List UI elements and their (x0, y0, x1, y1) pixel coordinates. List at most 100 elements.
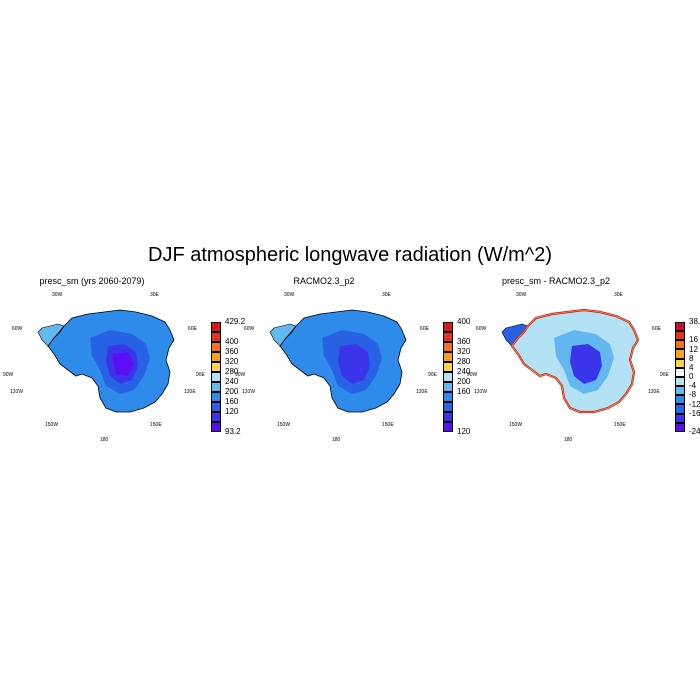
colorbar-swatch (211, 362, 221, 372)
lon-label-w90: 90W (3, 372, 14, 378)
colorbar-tick: -16 (689, 408, 700, 418)
colorbar-swatch (675, 404, 685, 414)
colorbar-tick: -4 (689, 381, 697, 391)
colorbar-tick: 8 (689, 353, 694, 363)
colorbar (675, 322, 685, 432)
lon-label-w60: 60W (476, 326, 487, 332)
lon-label-e90: 90E (196, 372, 205, 378)
colorbar-tick: 16 (689, 335, 698, 345)
lon-label-e120: 120E (648, 389, 660, 395)
colorbar-swatch (211, 342, 221, 352)
colorbar-swatch (443, 322, 453, 332)
colorbar-tick: 320 (457, 347, 471, 356)
lon-label-w150: 150W (509, 422, 523, 428)
colorbar (443, 322, 453, 432)
colorbar-tick: 280 (457, 357, 471, 366)
colorbar-tick: 429.2 (225, 317, 246, 326)
colorbar-swatch (675, 358, 685, 368)
plateau-region (570, 344, 602, 384)
colorbar-swatch (211, 352, 221, 362)
colorbar-swatch (675, 322, 685, 332)
colorbar (211, 322, 221, 432)
colorbar-swatch (443, 362, 453, 372)
lon-label-e30: 30E (614, 292, 623, 298)
lon-label-e60: 60E (652, 326, 661, 332)
colorbar-tick: -12 (689, 399, 700, 409)
colorbar-swatch (675, 331, 685, 341)
lon-label-w90: 90W (467, 372, 478, 378)
colorbar-swatch (211, 422, 221, 432)
colorbar-tick: 38.07 (689, 317, 700, 326)
lon-label-w90: 90W (235, 372, 246, 378)
colorbar-swatch (675, 413, 685, 423)
lon-label-e120: 120E (416, 389, 428, 395)
colorbar-swatch (443, 392, 453, 402)
lon-label-e30: 30E (150, 292, 159, 298)
lon-label-e60: 60E (420, 326, 429, 332)
colorbar-swatch (211, 372, 221, 382)
lon-label-w60: 60W (244, 326, 255, 332)
lon-label-w30: 30W (284, 292, 295, 298)
lon-label-w60: 60W (12, 326, 23, 332)
colorbar-tick: -8 (689, 390, 697, 400)
lon-label-e150: 150E (150, 422, 162, 428)
antarctica-map (37, 309, 175, 413)
panel-title: presc_sm - RACMO2.3_p2 (501, 276, 611, 286)
colorbar-swatch (443, 332, 453, 342)
colorbar-tick: 4 (689, 362, 694, 372)
colorbar-tick: 200 (457, 377, 471, 386)
colorbar-tick: 320 (225, 357, 239, 366)
colorbar-swatch (443, 342, 453, 352)
colorbar-tick: -24.19 (689, 427, 700, 436)
colorbar-swatch (675, 422, 685, 432)
lon-label-e150: 150E (614, 422, 626, 428)
colorbar-tick: 200 (225, 387, 239, 396)
lon-label-w120: 120W (474, 389, 488, 395)
colorbar-tick: 93.2 (225, 427, 241, 436)
panel-difference: presc_sm - RACMO2.3_p2 30W 30E 60W 60E 90W 90… (467, 276, 700, 466)
colorbar-tick: 360 (225, 347, 239, 356)
colorbar-swatch (443, 422, 453, 432)
panel-title: presc_sm (yrs 2060-2079) (39, 276, 145, 286)
lon-label-e30: 30E (382, 292, 391, 298)
lon-label-e120: 120E (184, 389, 196, 395)
colorbar-tick: 120 (225, 407, 239, 416)
colorbar-tick: 240 (225, 377, 239, 386)
colorbar-tick: 0 (689, 372, 694, 381)
colorbar-tick: 280 (225, 367, 239, 376)
colorbar-tick: 120 (457, 427, 471, 436)
lon-label-w30: 30W (516, 292, 527, 298)
colorbar-swatch (443, 372, 453, 382)
colorbar-swatch (675, 367, 685, 377)
figure-title: DJF atmospheric longwave radiation (W/m^… (148, 244, 552, 266)
plateau-region (338, 344, 370, 384)
lon-label-d180: 180 (332, 437, 341, 443)
colorbar-swatch (443, 412, 453, 422)
lon-label-w30: 30W (52, 292, 63, 298)
lon-label-e150: 150E (382, 422, 394, 428)
panel-title: RACMO2.3_p2 (293, 276, 355, 286)
colorbar-swatch (675, 376, 685, 387)
lon-label-e60: 60E (188, 326, 197, 332)
lon-label-e90: 90E (428, 372, 437, 378)
colorbar-tick: 240 (457, 367, 471, 376)
colorbar-swatch (211, 332, 221, 342)
colorbar-tick: 160 (457, 387, 471, 396)
colorbar-swatch (443, 352, 453, 362)
colorbar-swatch (211, 322, 221, 332)
colorbar-swatch (211, 412, 221, 422)
panel-presc-sm: presc_sm (yrs 2060-2079) 30W 30E 60W 60E 90W… (3, 276, 245, 466)
lon-label-e90: 90E (660, 372, 669, 378)
colorbar-swatch (675, 395, 685, 405)
colorbar-tick: 400 (225, 337, 239, 346)
lon-label-w120: 120W (242, 389, 256, 395)
antarctica-map (269, 309, 407, 413)
colorbar-tick: 12 (689, 344, 698, 354)
lon-label-d180: 180 (564, 437, 573, 443)
colorbar-swatch (675, 340, 685, 350)
lon-label-w120: 120W (10, 389, 24, 395)
colorbar-swatch (443, 402, 453, 412)
antarctica-map (501, 308, 640, 414)
lon-label-d180: 180 (100, 437, 109, 443)
colorbar-swatch (443, 382, 453, 392)
